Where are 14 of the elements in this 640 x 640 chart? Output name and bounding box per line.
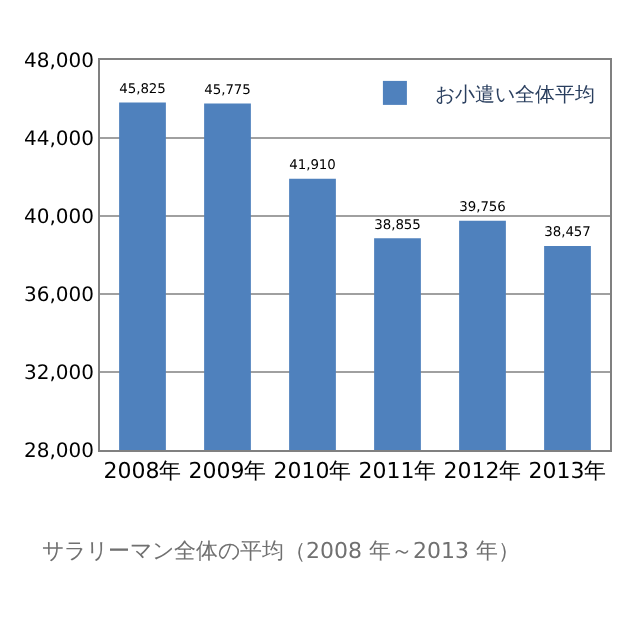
y-tick-label: 36,000 <box>24 285 94 307</box>
x-tick-label: 2009年 <box>188 458 267 485</box>
x-tick-label: 2008年 <box>103 458 182 485</box>
x-tick-label: 2010年 <box>273 458 352 485</box>
x-tick-label: 2011年 <box>358 458 437 485</box>
x-tick-label: 2012年 <box>443 458 522 485</box>
y-tick-label: 48,000 <box>24 51 94 73</box>
legend-label: お小遣い全体平均 <box>434 82 595 107</box>
y-tick-label: 44,000 <box>24 129 94 151</box>
y-tick-label: 32,000 <box>24 363 94 385</box>
y-tick-label: 28,000 <box>24 441 94 463</box>
x-tick-label: 2013年 <box>528 458 607 485</box>
y-tick-label: 40,000 <box>24 207 94 229</box>
text: サラリーマン全体の平均（2008 年～2013 年） <box>42 538 520 564</box>
